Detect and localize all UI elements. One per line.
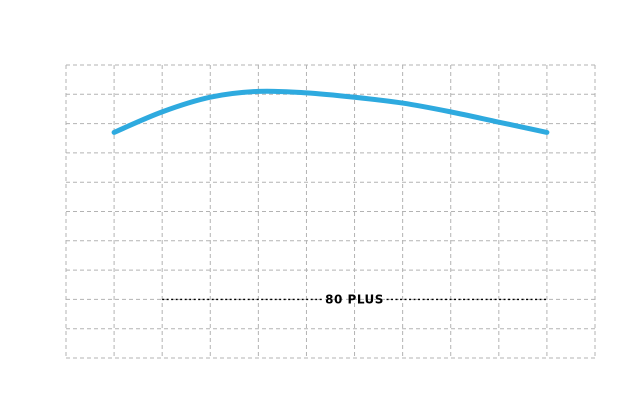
reference-line-group: 80 PLUS <box>162 292 547 306</box>
series-line-0 <box>111 88 550 135</box>
chart-series <box>111 88 550 135</box>
chart-grid <box>65 64 596 359</box>
reference-line-label: 80 PLUS <box>325 292 384 306</box>
